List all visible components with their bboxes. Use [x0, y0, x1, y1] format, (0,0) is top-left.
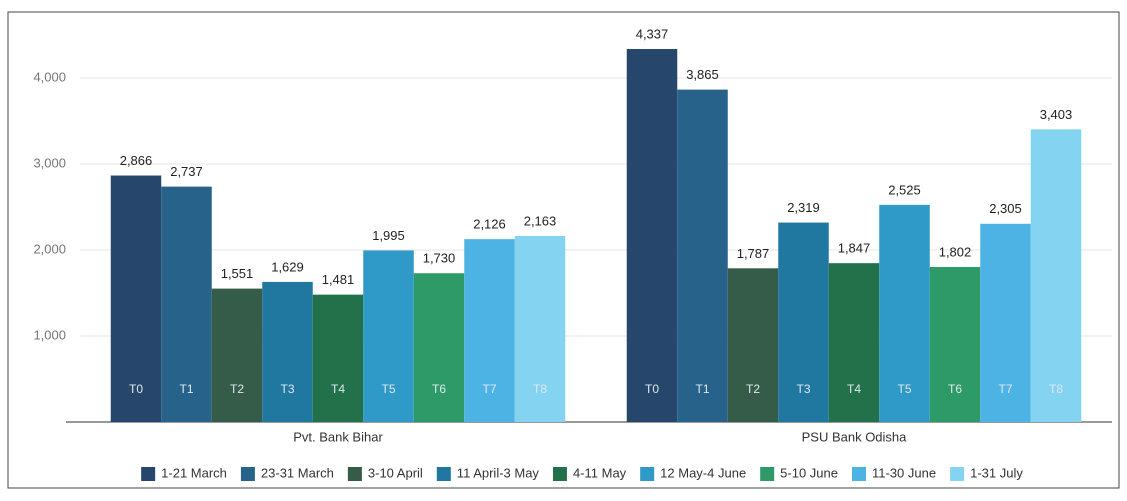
bar: [1030, 129, 1082, 423]
bar-code-label: T6: [432, 382, 446, 396]
legend-label: 1-31 July: [970, 465, 1023, 480]
value-label: 2,525: [888, 182, 921, 197]
legend-swatch: [436, 467, 451, 481]
value-label: 2,737: [170, 164, 203, 179]
legend-swatch: [950, 467, 965, 481]
bar: [677, 89, 728, 423]
value-label: 1,787: [737, 246, 770, 261]
bar: [413, 273, 465, 422]
bar: [626, 49, 678, 422]
legend-swatch: [240, 467, 255, 481]
bar: [828, 263, 880, 422]
legend-swatch: [141, 467, 156, 481]
bar: [727, 268, 779, 422]
value-label: 1,802: [939, 244, 972, 259]
y-tick-label: 3,000: [33, 155, 66, 170]
value-label: 1,481: [322, 272, 355, 287]
legend-label: 11 April-3 May: [457, 465, 540, 480]
bar-code-label: T6: [948, 382, 962, 396]
bar-code-label: T1: [179, 382, 193, 396]
legend-label: 11-30 June: [872, 465, 936, 480]
value-label: 1,551: [221, 266, 254, 281]
legend-swatch: [640, 467, 655, 481]
bar: [929, 267, 981, 422]
y-tick-label: 4,000: [33, 69, 66, 84]
bar: [363, 250, 414, 422]
value-label: 1,995: [372, 228, 405, 243]
bar-code-label: T5: [381, 382, 395, 396]
bar-code-label: T8: [1049, 382, 1063, 396]
legend-swatch: [347, 467, 362, 481]
bar: [262, 281, 313, 422]
value-label: 1,730: [423, 251, 456, 266]
bar: [161, 186, 212, 422]
bar-code-label: T8: [533, 382, 547, 396]
bar-code-label: T4: [331, 382, 345, 396]
bar-code-label: T3: [280, 382, 294, 396]
legend-label: 1-21 March: [161, 465, 227, 480]
value-label: 1,629: [271, 259, 304, 274]
value-label: 2,163: [524, 213, 557, 228]
x-tick-label: Pvt. Bank Bihar: [293, 429, 383, 444]
legend-label: 4-11 May: [573, 465, 627, 480]
bar: [110, 175, 162, 422]
value-label: 2,305: [989, 201, 1022, 216]
bar-code-label: T0: [129, 382, 143, 396]
legend-swatch: [552, 467, 567, 481]
value-label: 2,319: [787, 200, 820, 215]
bar-code-label: T2: [230, 382, 244, 396]
legend-swatch: [760, 467, 775, 481]
bar-code-label: T4: [847, 382, 861, 396]
y-tick-label: 1,000: [33, 327, 66, 342]
legend-label: 3-10 April: [368, 465, 423, 480]
value-label: 2,126: [473, 217, 506, 232]
bar-code-label: T0: [645, 382, 659, 396]
bar: [879, 204, 930, 422]
frame: [7, 11, 1120, 489]
legend-label: 23-31 March: [261, 465, 334, 480]
value-label: 2,866: [120, 153, 153, 168]
legend-label: 12 May-4 June: [660, 465, 746, 480]
legend-swatch: [852, 467, 867, 481]
x-tick-label: PSU Bank Odisha: [802, 429, 908, 444]
bar-code-label: T3: [796, 382, 810, 396]
bar: [980, 223, 1031, 422]
bar: [211, 288, 263, 422]
bar-code-label: T7: [482, 382, 496, 396]
bar-code-label: T5: [897, 382, 911, 396]
value-label: 3,403: [1040, 107, 1073, 122]
value-label: 4,337: [636, 26, 669, 41]
value-label: 3,865: [686, 67, 719, 82]
bar: [514, 235, 566, 422]
legend-label: 5-10 June: [780, 465, 838, 480]
bar-code-label: T1: [695, 382, 709, 396]
bar-code-label: T7: [998, 382, 1012, 396]
legend: 1-21 March 23-31 March 3-10 April 11 April-…: [141, 465, 1023, 481]
y-tick-label: 2,000: [33, 241, 66, 256]
bar: [312, 294, 364, 422]
bar: [464, 239, 515, 422]
bar: [778, 222, 829, 422]
bar-code-label: T2: [746, 382, 760, 396]
value-label: 1,847: [838, 241, 871, 256]
